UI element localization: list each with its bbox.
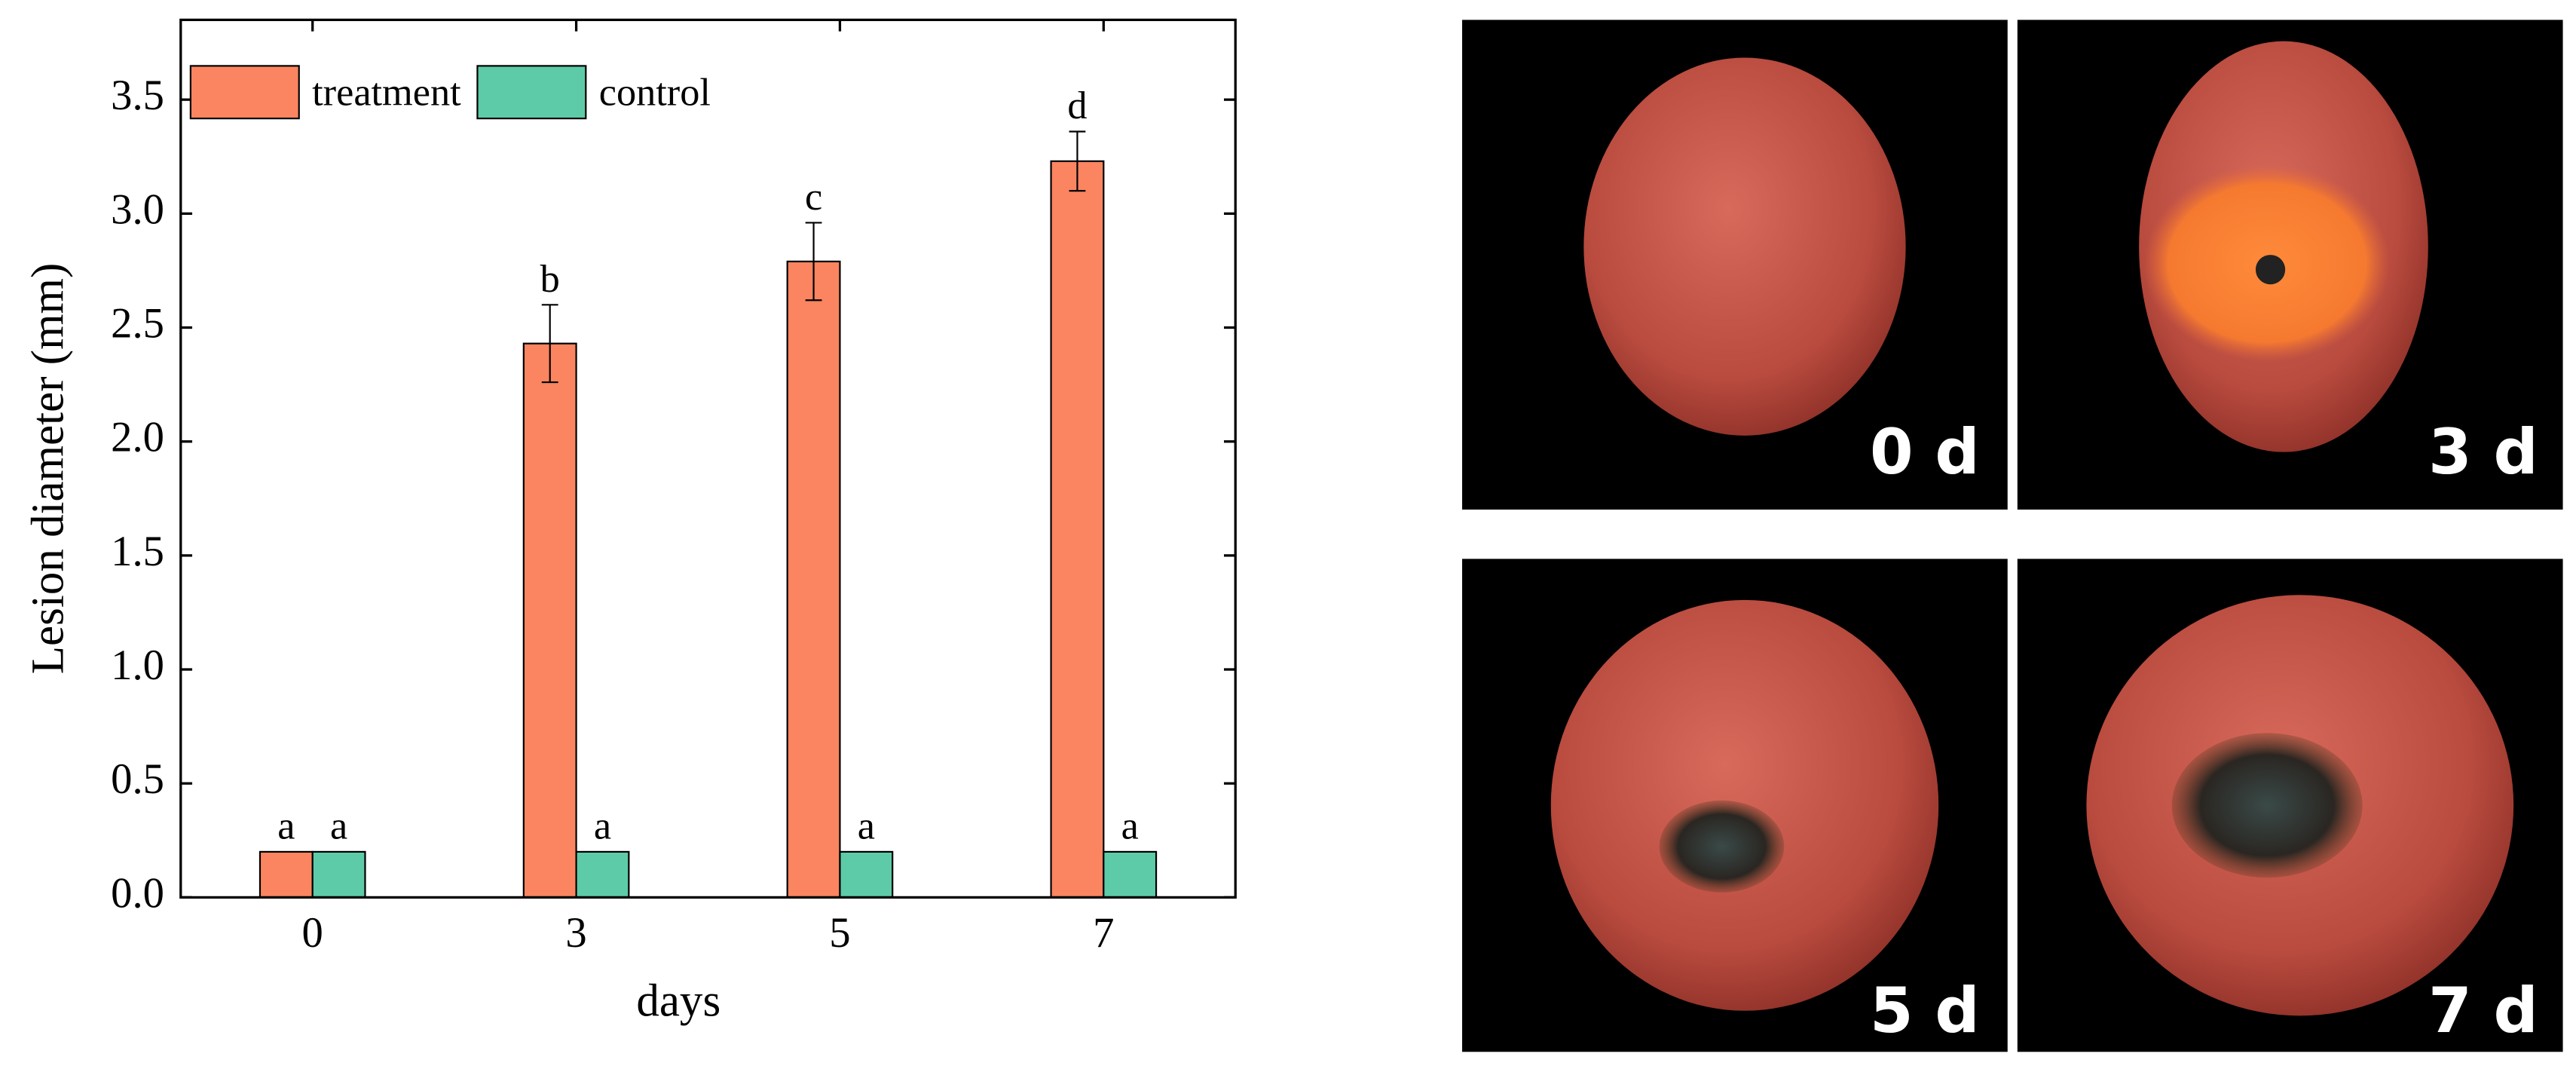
legend-label: control	[599, 71, 711, 115]
lesion	[2255, 255, 2286, 285]
bar	[1103, 850, 1158, 899]
y-tick-label: 1.5	[111, 528, 164, 575]
plot-frame	[179, 18, 1237, 899]
significance-label: a	[858, 804, 875, 847]
legend-swatch	[476, 65, 587, 120]
bar	[259, 850, 314, 899]
photo-panels: 0 d 3 d 5 d 7 d	[1462, 20, 2563, 1052]
significance-label: c	[805, 175, 822, 219]
significance-label: b	[540, 257, 560, 301]
y-tick-label: 1.0	[111, 642, 164, 689]
bar	[522, 342, 577, 899]
y-tick-label: 2.0	[111, 415, 164, 461]
panel-label: 7 d	[2428, 974, 2538, 1047]
panel-label: 5 d	[1870, 974, 1980, 1047]
y-tick-label: 3.5	[111, 72, 164, 119]
bar	[575, 850, 630, 899]
bar	[839, 850, 894, 899]
x-tick-label: 5	[829, 910, 850, 957]
y-tick-label: 3.0	[111, 186, 164, 233]
error-bar	[541, 304, 558, 384]
x-tick-label: 0	[302, 910, 323, 957]
y-axis-title: Lesion diameter (mm)	[23, 263, 74, 675]
significance-label: a	[1121, 804, 1139, 847]
y-tick-label: 2.5	[111, 301, 164, 348]
bar	[1050, 160, 1105, 899]
error-bar	[805, 222, 822, 302]
lesion	[1659, 800, 1785, 893]
significance-label: a	[594, 804, 611, 847]
fruit	[1583, 57, 1906, 436]
bar	[786, 260, 841, 899]
significance-label: d	[1067, 84, 1087, 127]
significance-label: a	[277, 804, 295, 847]
error-bar	[1069, 130, 1086, 192]
panel-label: 3 d	[2428, 415, 2538, 488]
lesion	[2171, 733, 2363, 878]
legend-swatch	[189, 65, 300, 120]
panel-label: 0 d	[1870, 415, 1980, 488]
x-tick-label: 3	[565, 910, 586, 957]
legend-label: treatment	[312, 71, 461, 115]
x-axis-title: days	[636, 975, 720, 1026]
x-tick-label: 7	[1093, 910, 1114, 957]
y-tick-label: 0.0	[111, 870, 164, 917]
significance-label: a	[330, 804, 347, 847]
y-tick-label: 0.5	[111, 756, 164, 803]
bar	[311, 850, 366, 899]
